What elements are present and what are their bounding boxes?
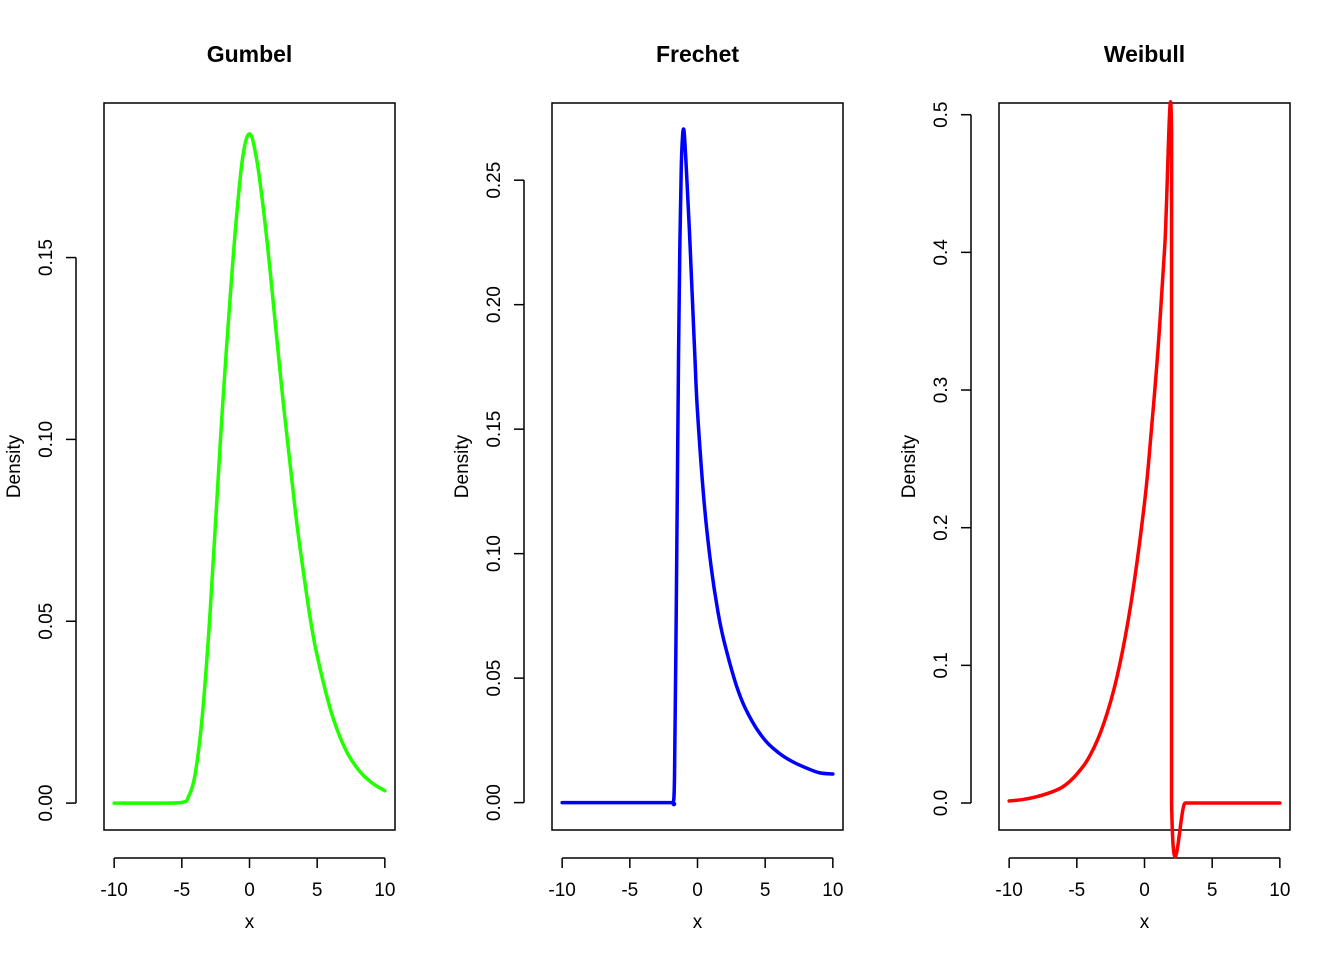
plot-frame [103,102,396,831]
chart-title: Gumbel [207,41,293,67]
y-tick-label: 0.00 [484,784,505,821]
density-curve [1007,100,1282,859]
x-tick-label: 10 [822,880,843,901]
x-axis-label: x [245,912,255,933]
y-tick-label: 0.10 [36,421,57,458]
chart-panel-weibull: Weibull -10 -5 0 5 10 x 0.0 0.1 0.2 0.3 0.4 0.5 Densi… [899,41,1291,933]
x-axis-label: x [693,912,703,933]
y-tick-label: 0.20 [484,286,505,323]
y-tick-label: 0.05 [36,603,57,640]
y-tick-label: 0.5 [931,101,952,127]
density-curve [560,127,835,807]
plot-frame [551,102,844,831]
x-tick-label: -5 [1068,880,1085,901]
y-tick-label: 0.1 [931,652,952,678]
x-tick-label: -5 [621,880,638,901]
x-tick-label: -10 [548,880,575,901]
chart-title: Weibull [1104,41,1185,67]
y-tick-label: 0.15 [484,411,505,448]
y-tick-label: 0.3 [931,377,952,403]
x-tick-label: 0 [692,880,703,901]
x-tick-label: 5 [1207,880,1218,901]
y-axis-label: Density [899,434,920,498]
y-axis-label: Density [452,434,473,498]
x-tick-label: 0 [1139,880,1150,901]
plot-frame [998,102,1291,831]
y-tick-label: 0.10 [484,535,505,572]
density-curve [112,132,387,805]
y-tick-label: 0.05 [484,660,505,697]
x-tick-label: 10 [1269,880,1290,901]
x-axis-label: x [1140,912,1150,933]
x-tick-label: -10 [995,880,1022,901]
y-tick-label: 0.0 [931,790,952,816]
x-tick-label: 5 [312,880,323,901]
y-axis-label: Density [4,434,25,498]
x-tick-label: 5 [760,880,771,901]
x-tick-label: -5 [173,880,190,901]
chart-title: Frechet [656,41,739,67]
x-tick-label: 10 [374,880,395,901]
y-tick-label: 0.2 [931,514,952,540]
y-tick-label: 0.4 [931,239,952,266]
x-tick-label: 0 [244,880,255,901]
chart-panel-frechet: Frechet -10 -5 0 5 10 x 0.00 0.05 0.10 0.15 0.20 0.2… [452,41,844,933]
y-tick-label: 0.25 [484,162,505,199]
chart-panel-gumbel: Gumbel -10 -5 0 5 10 x 0.00 0.05 0.10 0.15 Density [4,41,396,933]
x-tick-label: -10 [100,880,127,901]
y-tick-label: 0.15 [36,239,57,276]
y-tick-label: 0.00 [36,785,57,822]
